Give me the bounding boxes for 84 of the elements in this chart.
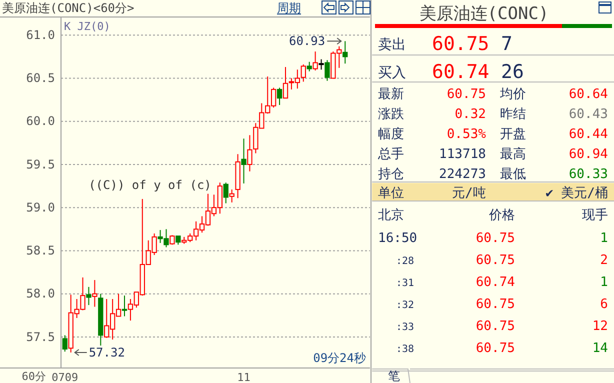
text: 单位 [378,186,404,201]
text: :28 [396,256,414,267]
text: 涨跌 [378,107,404,122]
candlestick [276,87,282,106]
y-tick-label: 60.0 [26,114,55,128]
text: 卖出 [378,37,406,53]
candlestick [342,40,348,64]
text: 60.94 [568,147,608,162]
y-tick-label: 58.0 [26,286,55,301]
candlestick [62,334,68,352]
text: 最低 [500,167,526,182]
text: 60.75 [476,319,515,334]
text: 60.75 [476,297,515,312]
text: 持仓 [378,167,404,182]
x-tick-label: 11 [237,370,250,383]
text: 0.53% [446,127,486,142]
text: 12 [592,319,608,334]
annotation: ((C)) of y of (c) [88,178,212,192]
y-tick-label: 59.5 [26,157,55,172]
text: 16:50 [378,231,418,246]
text: 224273 [439,167,486,182]
text: 现手 [582,208,608,223]
text: 60.75 [476,253,515,268]
y-tick-label: 59.0 [26,200,55,214]
text: 0.32 [454,107,486,122]
text: 最高 [500,146,526,162]
candlestick [247,134,252,172]
text: 6 [600,297,608,312]
text: 60.64 [568,87,608,102]
candlestick [306,61,312,72]
text: 昨结 [500,107,526,122]
candlestick [229,188,234,203]
candlestick [92,280,98,308]
candlestick [241,138,246,184]
y-tick-label: 60.5 [26,71,55,86]
candlestick [282,66,288,99]
text: 价格 [488,208,515,223]
text: 均价 [499,87,526,102]
text: 买入 [378,65,406,81]
text: 元/吨 [452,186,486,201]
candlestick [312,50,318,71]
text: 14 [592,341,608,356]
text: 开盘 [500,127,526,142]
y-tick-label: 61.0 [26,28,55,42]
text: 北京 [378,208,404,223]
text: :38 [396,344,414,355]
text: 60.33 [568,167,608,182]
text: 60.75 [432,33,490,55]
text: :32 [396,300,414,311]
candlestick [318,58,324,70]
text: 60.74 [432,61,490,83]
chart-title: 美原油连(CONC)<60分> [2,1,134,15]
text: 1 [600,231,608,246]
x-axis-title: 60分 [22,370,46,383]
text: ✔ 美元/桶 [546,185,608,201]
text: 周期 [277,1,301,15]
text: :33 [396,322,414,333]
x-tick-label: 0709 [52,370,78,383]
annotation: 60.93 [289,34,326,48]
y-tick-label: 57.5 [26,330,55,344]
text: 60.75 [476,341,515,356]
text: 最新 [378,87,404,102]
text: 幅度 [378,126,404,142]
text: 60.75 [476,231,515,246]
annotation: 57.32 [88,345,125,360]
text: 113718 [439,147,486,162]
text: 总手 [377,147,404,162]
candlestick [86,286,92,306]
text: :31 [396,278,414,289]
annotation: K JZ(0) [64,20,110,33]
text: 60.43 [568,107,608,122]
text: 美原油连(CONC) [419,4,549,24]
text: 60.74 [476,275,516,290]
text: 60.44 [568,127,608,142]
candlestick [122,295,128,317]
candlestick [223,182,228,204]
text: 26 [501,61,524,83]
candlestick [324,60,330,82]
y-tick-label: 58.5 [26,244,55,258]
text: 60.75 [446,87,486,102]
annotation: 09分24秒 [313,351,366,365]
text: 1 [600,275,608,290]
text: 2 [600,253,608,268]
text: 7 [501,33,512,55]
